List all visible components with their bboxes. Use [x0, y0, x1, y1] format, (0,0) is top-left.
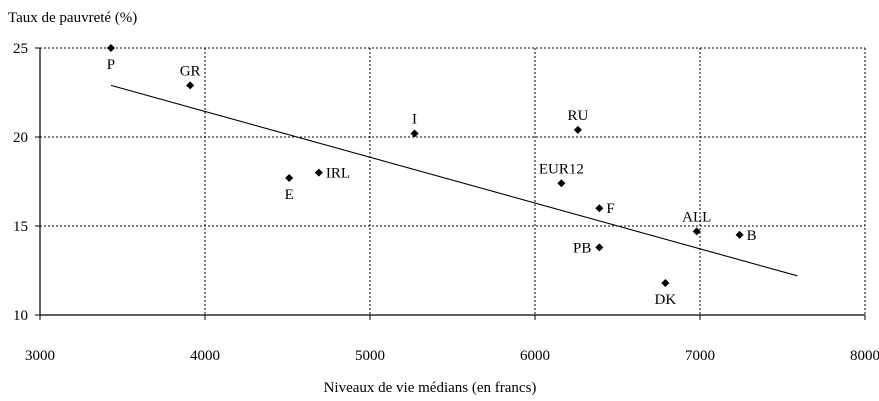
x-tick-labels: 3000 4000 5000 6000 7000 8000 — [25, 348, 879, 364]
point-label-e: E — [285, 187, 294, 203]
point-label-eur12: EUR12 — [539, 161, 584, 177]
point-label-dk: DK — [655, 292, 677, 308]
trendline — [110, 84, 798, 277]
data-point-p — [106, 44, 115, 52]
y-axis-title: Taux de pauvreté (%) — [8, 10, 137, 26]
x-tick-label: 7000 — [685, 348, 715, 364]
point-label-b: B — [747, 228, 757, 244]
grid — [40, 47, 866, 315]
data-point-ru — [573, 125, 582, 134]
point-label-p: P — [107, 57, 115, 73]
point-label-pb: PB — [573, 240, 591, 256]
point-labels: P GR E IRL I RU EUR12 F PB ALL B DK — [107, 57, 757, 308]
y-tick-label: 25 — [13, 41, 28, 57]
data-point-pb — [595, 243, 604, 252]
point-label-i: I — [412, 111, 417, 127]
x-tick-label: 3000 — [25, 348, 55, 364]
y-tick-labels: 10 15 20 25 — [13, 41, 28, 324]
data-point-i — [410, 129, 419, 138]
axes — [35, 47, 866, 320]
point-label-f: F — [606, 201, 614, 217]
x-tick-label: 6000 — [520, 348, 550, 364]
y-tick-label: 20 — [13, 130, 28, 146]
data-point-b — [735, 230, 744, 239]
trendline-layer — [110, 84, 798, 277]
y-tick-label: 15 — [13, 219, 28, 235]
data-point-irl — [314, 168, 323, 177]
data-point-eur12 — [557, 179, 566, 188]
x-tick-label: 4000 — [190, 348, 220, 364]
point-label-irl: IRL — [326, 166, 350, 182]
point-label-all: ALL — [682, 209, 711, 225]
point-label-gr: GR — [180, 63, 201, 79]
data-point-f — [595, 204, 604, 213]
x-tick-label: 8000 — [850, 348, 879, 364]
data-point-all — [692, 227, 701, 236]
data-point-e — [285, 173, 294, 182]
data-points — [106, 44, 744, 287]
x-axis-title: Niveaux de vie médians (en francs) — [324, 380, 537, 396]
point-label-ru: RU — [567, 108, 588, 124]
data-point-dk — [661, 278, 670, 287]
y-tick-label: 10 — [13, 308, 28, 324]
x-tick-label: 5000 — [355, 348, 385, 364]
data-point-gr — [186, 81, 195, 90]
